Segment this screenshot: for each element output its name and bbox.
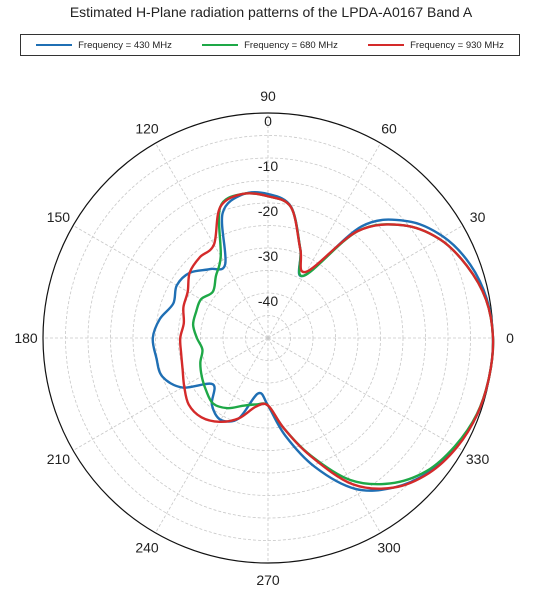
- angle-tick-label: 330: [466, 451, 490, 467]
- series-line-3: [178, 192, 495, 490]
- legend-swatch-680: [202, 44, 239, 46]
- grid-spoke: [155, 142, 269, 339]
- angle-tick-label: 270: [256, 572, 280, 588]
- radial-tick-label: -40: [258, 293, 278, 309]
- legend: Frequency = 430 MHz Frequency = 680 MHz …: [20, 34, 520, 56]
- angle-tick-label: 300: [377, 540, 401, 556]
- legend-label-930: Frequency = 930 MHz: [410, 39, 504, 51]
- angle-tick-label: 90: [260, 88, 276, 104]
- legend-entry-930: Frequency = 930 MHz: [368, 40, 504, 51]
- grid-spoke: [72, 225, 269, 339]
- radial-tick-label: 0: [264, 113, 272, 129]
- legend-swatch-930: [368, 44, 405, 46]
- legend-label-430: Frequency = 430 MHz: [78, 39, 172, 51]
- angle-tick-label: 240: [135, 540, 159, 556]
- legend-swatch-430: [36, 44, 73, 46]
- series-line-1: [151, 191, 495, 492]
- radial-tick-label: -10: [258, 158, 278, 174]
- grid-spoke: [267, 142, 381, 339]
- angle-tick-label: 60: [381, 120, 397, 136]
- grid-spoke: [155, 337, 269, 534]
- legend-entry-430: Frequency = 430 MHz: [36, 40, 172, 51]
- radial-tick-label: -20: [258, 203, 278, 219]
- angle-tick-label: 0: [506, 330, 514, 346]
- angle-tick-label: 30: [470, 209, 486, 225]
- grid-spoke: [267, 225, 464, 339]
- grid-spoke: [72, 337, 269, 451]
- angle-tick-label: 120: [135, 120, 159, 136]
- chart-title: Estimated H-Plane radiation patterns of …: [69, 4, 473, 20]
- grid-spoke: [267, 337, 464, 451]
- series-line-2: [191, 192, 495, 486]
- legend-entry-680: Frequency = 680 MHz: [202, 40, 338, 51]
- radial-tick-label: -30: [258, 248, 278, 264]
- angle-tick-label: 180: [14, 330, 38, 346]
- grid-spoke: [267, 337, 381, 534]
- angle-tick-label: 150: [47, 209, 71, 225]
- legend-label-680: Frequency = 680 MHz: [244, 39, 338, 51]
- angle-tick-label: 210: [47, 451, 71, 467]
